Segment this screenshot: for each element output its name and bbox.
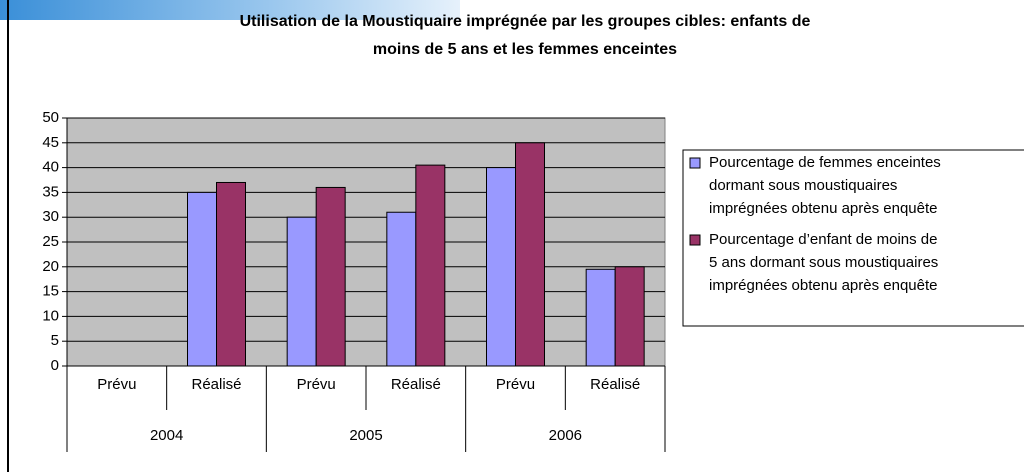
x-group-label: 2005 — [349, 427, 382, 444]
y-tick-label: 40 — [42, 159, 59, 176]
legend-label: Pourcentage d’enfant de moins de 5 ans d… — [709, 231, 942, 294]
bar — [486, 167, 516, 367]
x-tick-label: Prévu — [496, 376, 535, 393]
y-tick-label: 15 — [42, 283, 59, 300]
x-tick-label: Réalisé — [590, 376, 640, 393]
y-tick-label: 20 — [42, 258, 59, 275]
legend-swatch — [689, 234, 701, 246]
y-tick-label: 0 — [51, 357, 59, 374]
x-tick-label: Prévu — [97, 376, 136, 393]
x-group-label: 2006 — [549, 427, 582, 444]
y-tick-label: 30 — [42, 208, 59, 225]
bar — [415, 164, 446, 367]
y-tick-label: 10 — [42, 307, 59, 324]
y-tick-label: 5 — [51, 332, 59, 349]
chart-title: moins de 5 ans et les femmes enceintes — [373, 41, 677, 58]
legend-label: Pourcentage de femmes enceintes dormant … — [709, 154, 945, 217]
bar — [187, 191, 217, 367]
bar — [515, 142, 545, 367]
x-tick-label: Prévu — [297, 376, 336, 393]
bar — [614, 266, 645, 367]
y-tick-label: 35 — [42, 183, 59, 200]
y-tick-label: 45 — [42, 134, 59, 151]
decoration — [0, 0, 460, 20]
bar — [386, 211, 417, 367]
legend-box — [682, 149, 1024, 327]
bar — [315, 186, 346, 367]
y-tick-label: 25 — [42, 233, 59, 250]
bar — [585, 268, 616, 367]
x-tick-label: Réalisé — [391, 376, 441, 393]
legend-swatch — [689, 157, 701, 169]
x-tick-label: Réalisé — [191, 376, 241, 393]
x-group-label: 2004 — [150, 427, 183, 444]
bar — [286, 216, 317, 367]
chart-title: Utilisation de la Moustiquaire imprégnée… — [240, 13, 811, 30]
bar — [216, 181, 246, 367]
y-tick-label: 50 — [42, 109, 59, 126]
